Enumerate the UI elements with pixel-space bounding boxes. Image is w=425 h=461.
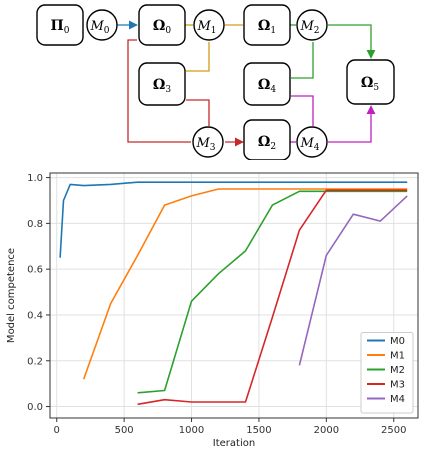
series-line-m3 — [137, 189, 408, 406]
svg-text:M2: M2 — [299, 19, 319, 36]
model-competence-chart: 0 500 1000 1500 2000 2500 0.0 0.2 0.4 0.6 0.8 1.0 I… — [6, 172, 419, 449]
legend-label-m0: M0 — [390, 336, 405, 347]
plot-frame — [49, 172, 419, 419]
chart-ticks: 0 500 1000 1500 2000 2500 0.0 0.2 0.4 0.6 0.8 1.0 — [27, 173, 406, 436]
y-tick-label: 0.4 — [27, 310, 43, 321]
node-m1: M1 — [193, 9, 225, 41]
legend-label-m4: M4 — [390, 394, 405, 405]
y-tick-label: 0.8 — [27, 219, 43, 230]
series-line-m0 — [59, 181, 408, 258]
svg-text:M4: M4 — [299, 136, 319, 153]
chart-series — [59, 181, 408, 406]
node-m3: M3 — [192, 126, 224, 158]
legend-box — [360, 332, 414, 414]
svg-text:Ω3: Ω3 — [153, 77, 171, 95]
x-tick-label: 0 — [54, 425, 60, 436]
x-tick-label: 2000 — [314, 425, 339, 436]
edge-m4-omega5 — [328, 105, 376, 143]
x-tick-label: 1000 — [179, 425, 204, 436]
y-tick-label: 1.0 — [27, 173, 43, 184]
edge-omega4-m2 — [291, 42, 314, 79]
x-tick-label: 500 — [115, 425, 134, 436]
y-tick-label: 0.2 — [27, 356, 43, 367]
node-omega1: Ω1 — [243, 4, 291, 46]
node-m0: M0 — [86, 9, 118, 41]
edge-omega0-m3 — [127, 39, 191, 143]
edge-omega3-m3 — [186, 99, 210, 126]
y-tick-label: 0.6 — [27, 265, 43, 276]
node-pi0: Π0 — [36, 4, 84, 46]
legend-label-m1: M1 — [390, 351, 405, 362]
series-line-m4 — [298, 195, 408, 366]
edge-m2-omega5 — [328, 24, 376, 59]
svg-text:Ω0: Ω0 — [153, 18, 171, 36]
svg-text:Ω1: Ω1 — [258, 18, 276, 36]
svg-text:Ω2: Ω2 — [258, 134, 276, 152]
series-line-m1 — [82, 188, 408, 380]
svg-text:M3: M3 — [195, 136, 215, 153]
svg-text:Ω4: Ω4 — [258, 77, 276, 95]
svg-text:Π0: Π0 — [51, 18, 70, 36]
node-omega2: Ω2 — [243, 119, 291, 160]
diagram-edges — [117, 20, 376, 147]
model-dependency-diagram: Π0 Ω0 Ω1 Ω3 Ω4 Ω5 Ω2 M0 M1 M2 M3 — [36, 4, 395, 160]
chart-gridlines — [50, 173, 418, 418]
chart-legend: M0 M1 M2 M3 M4 — [360, 332, 414, 414]
node-m2: M2 — [296, 9, 328, 41]
series-line-m2 — [137, 190, 408, 394]
legend-label-m2: M2 — [390, 365, 405, 376]
svg-text:M0: M0 — [89, 19, 109, 36]
node-omega4: Ω4 — [243, 62, 291, 106]
edge-omega4-m4 — [291, 95, 314, 126]
node-omega3: Ω3 — [138, 62, 186, 106]
y-axis-title: Model competence — [6, 248, 17, 343]
y-tick-label: 0.0 — [27, 402, 43, 413]
x-tick-label: 2500 — [381, 425, 406, 436]
node-m4: M4 — [296, 126, 328, 158]
svg-text:Ω5: Ω5 — [361, 75, 379, 93]
x-axis-title: Iteration — [213, 438, 255, 449]
node-omega5: Ω5 — [346, 59, 395, 105]
legend-label-m3: M3 — [390, 380, 405, 391]
svg-text:M1: M1 — [196, 19, 216, 36]
node-omega0: Ω0 — [138, 4, 186, 46]
x-tick-label: 1500 — [246, 425, 271, 436]
edge-omega3-m1 — [186, 42, 210, 72]
